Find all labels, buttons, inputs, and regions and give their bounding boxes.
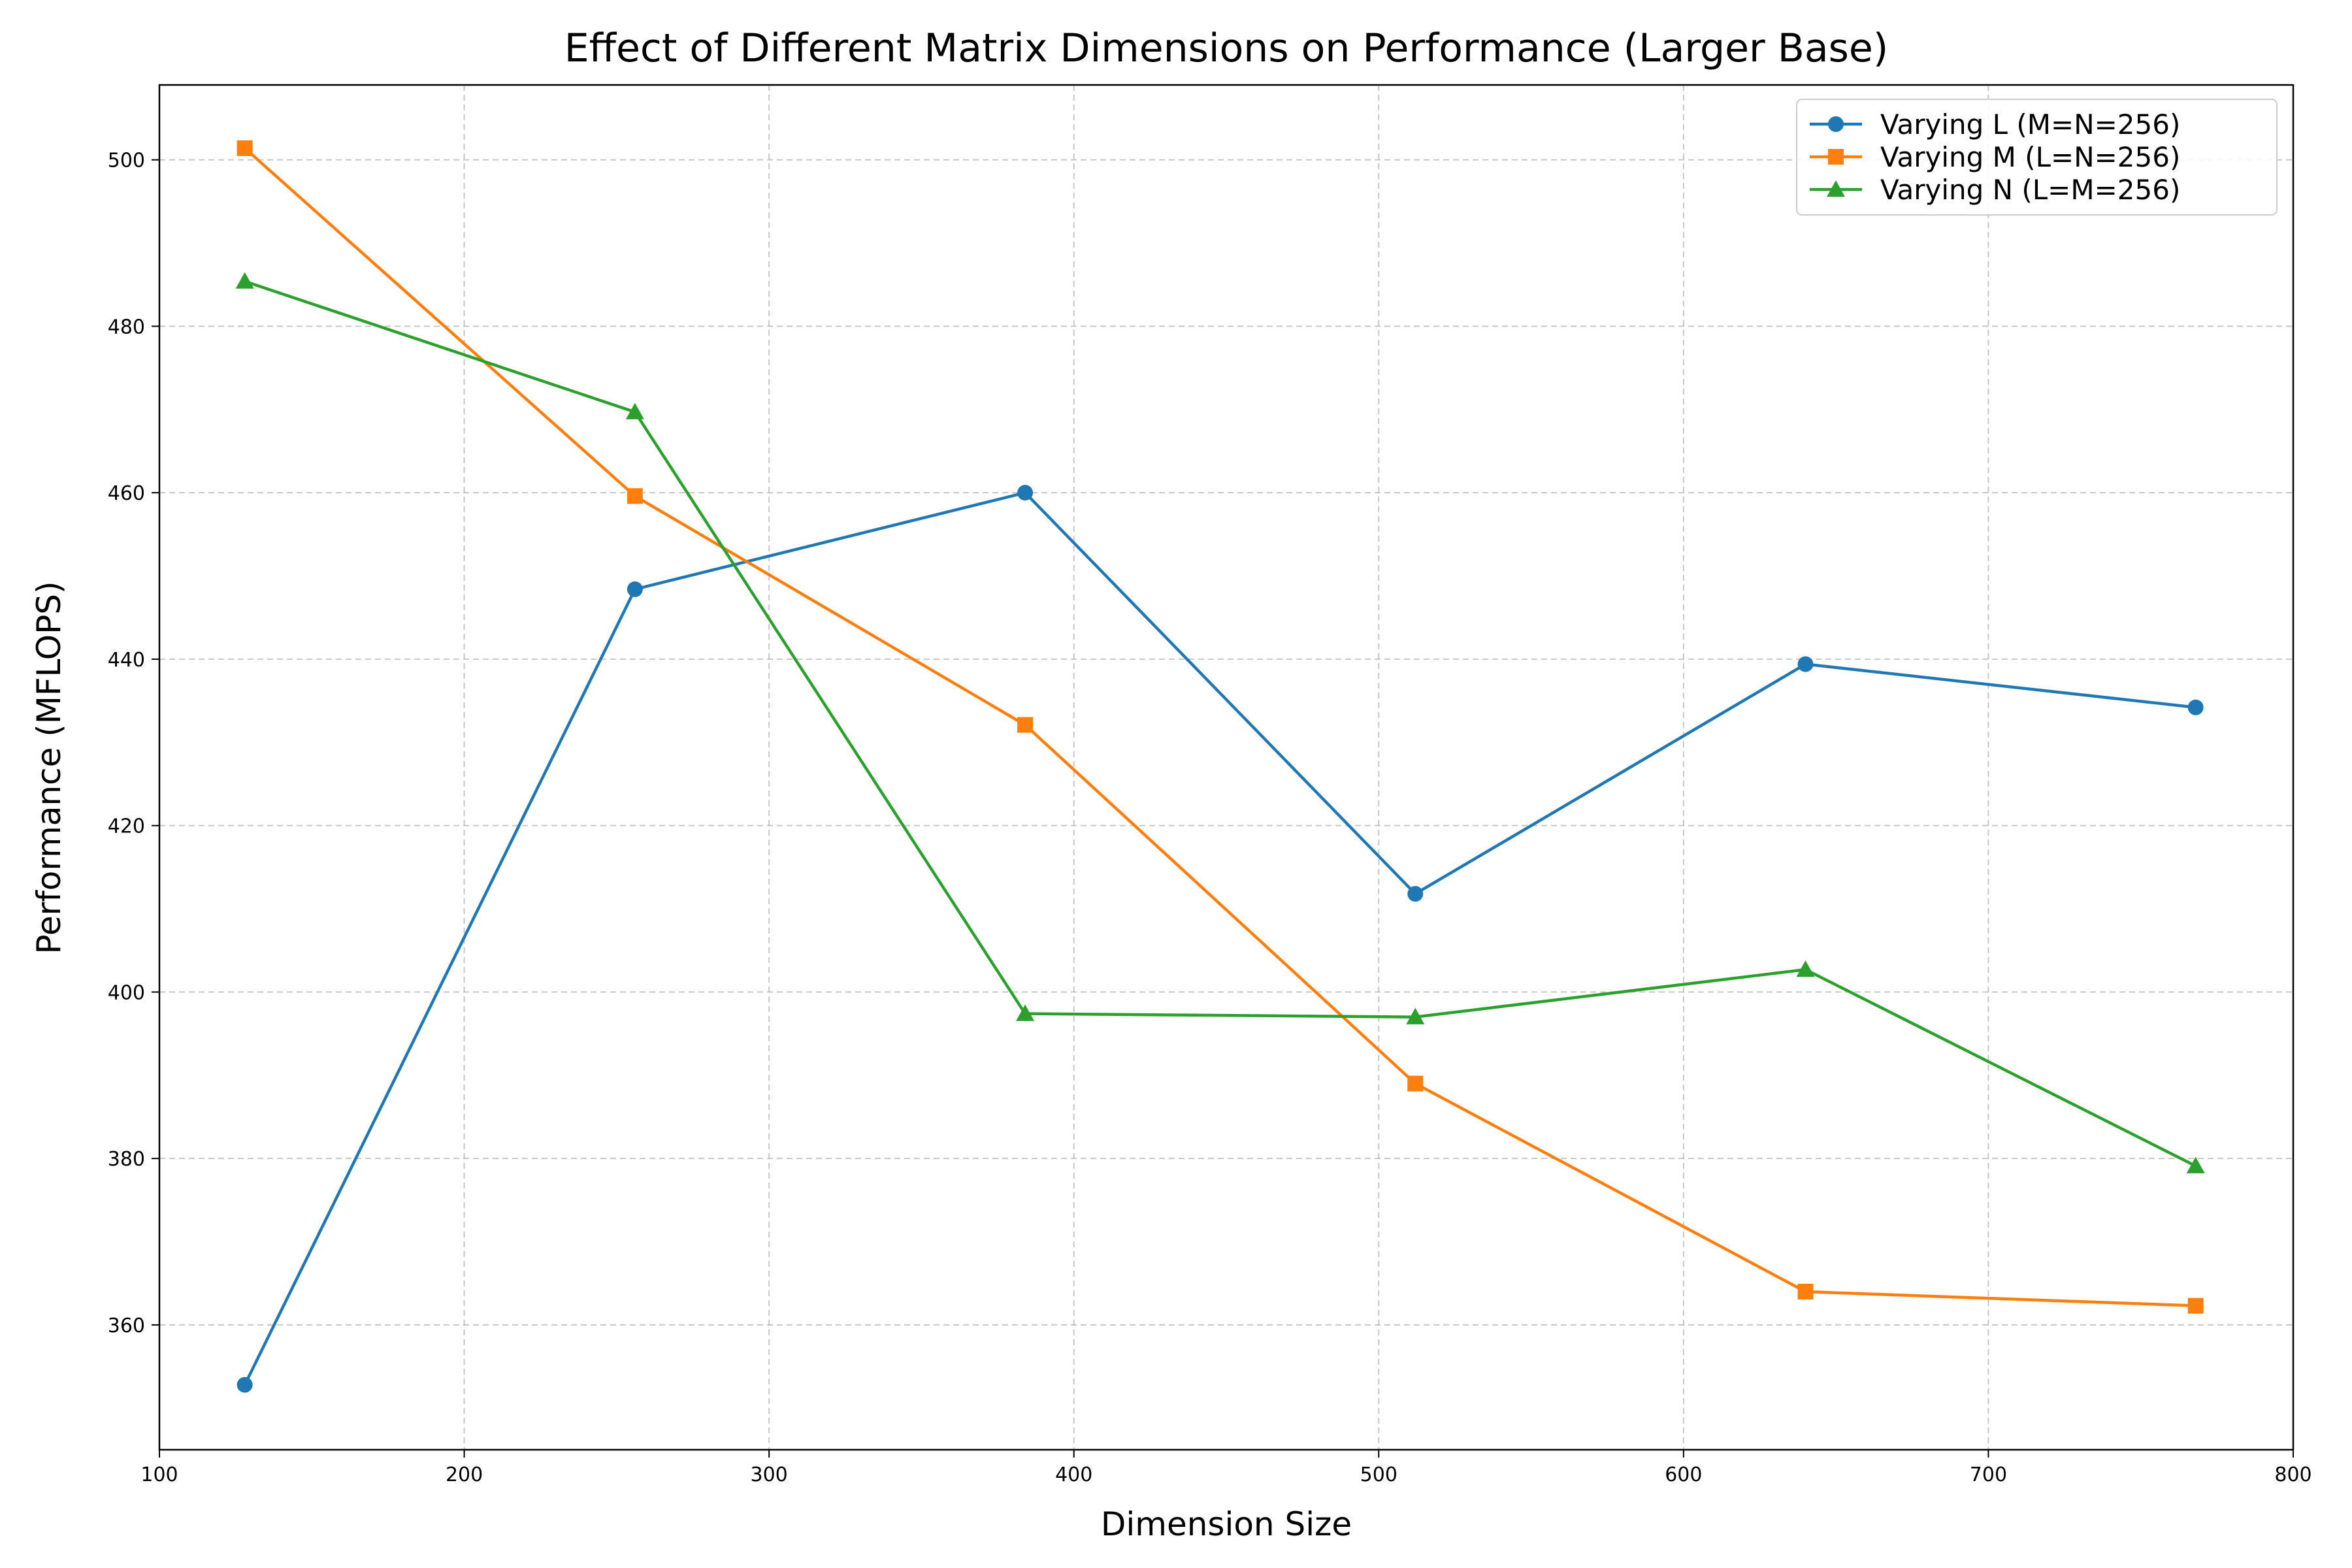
data-point (1797, 1283, 1814, 1299)
series-3 (235, 272, 2205, 1173)
legend-marker (1827, 180, 1845, 197)
y-tick-label: 360 (108, 1315, 145, 1337)
x-tick-label: 800 (2274, 1463, 2311, 1486)
x-tick-label: 700 (1970, 1463, 2007, 1486)
data-point (1016, 1004, 1035, 1021)
legend: Varying L (M=N=256)Varying M (L=N=256)Va… (1796, 99, 2278, 216)
x-tick-label: 500 (1360, 1463, 1397, 1486)
data-point (1017, 717, 1034, 733)
chart-title: Effect of Different Matrix Dimensions on… (564, 25, 1888, 71)
x-tick-label: 600 (1665, 1463, 1702, 1486)
series-2 (237, 140, 2204, 1314)
data-point (2187, 1298, 2204, 1314)
data-point (237, 140, 253, 156)
series-line (244, 147, 2196, 1307)
x-tick-label: 100 (140, 1463, 178, 1486)
x-axis-label: Dimension Size (1101, 1505, 1352, 1543)
y-tick-label: 480 (108, 316, 145, 338)
data-point (1406, 1007, 1425, 1024)
data-point (1796, 960, 1815, 977)
data-point (237, 1377, 253, 1393)
y-tick-label: 400 (108, 981, 145, 1004)
x-tick-label: 200 (446, 1463, 483, 1486)
data-point (235, 272, 254, 289)
data-point (625, 402, 644, 419)
y-tick-label: 420 (108, 815, 145, 838)
y-tick-label: 500 (108, 150, 145, 172)
x-tick-label: 400 (1055, 1463, 1092, 1486)
legend-marker (1828, 116, 1844, 132)
legend-item: Varying L (M=N=256) (1810, 108, 2180, 140)
series-layer (235, 140, 2205, 1393)
y-tick-label: 440 (108, 649, 145, 672)
series-1 (237, 485, 2204, 1393)
series-line (243, 491, 2196, 1386)
legend-item: Varying M (L=N=256) (1810, 141, 2180, 173)
legend-label: Varying M (L=N=256) (1880, 141, 2180, 173)
y-tick-label: 460 (108, 482, 145, 505)
data-point (627, 488, 643, 504)
data-point (1797, 656, 1814, 672)
legend-label: Varying L (M=N=256) (1880, 108, 2180, 140)
legend-label: Varying N (L=M=256) (1880, 174, 2180, 206)
legend-marker (1828, 149, 1844, 165)
y-axis-label: Performance (MFLOPS) (30, 581, 68, 955)
plot-frame (158, 84, 2295, 1451)
data-point (2186, 1156, 2205, 1173)
data-point (1407, 886, 1424, 902)
legend-item: Varying N (L=M=256) (1810, 174, 2180, 206)
data-point (1017, 485, 1034, 501)
series-line (244, 280, 2197, 1168)
y-tick-label: 380 (108, 1148, 145, 1171)
data-point (1407, 1075, 1424, 1092)
data-point (627, 581, 643, 597)
x-tick-label: 300 (751, 1463, 788, 1486)
axis-ticks: 100 200 300 400 500 600 700 800 360 380 400 420 440 4… (108, 150, 2312, 1486)
legend-box (1796, 99, 2278, 216)
data-point (2187, 699, 2204, 715)
